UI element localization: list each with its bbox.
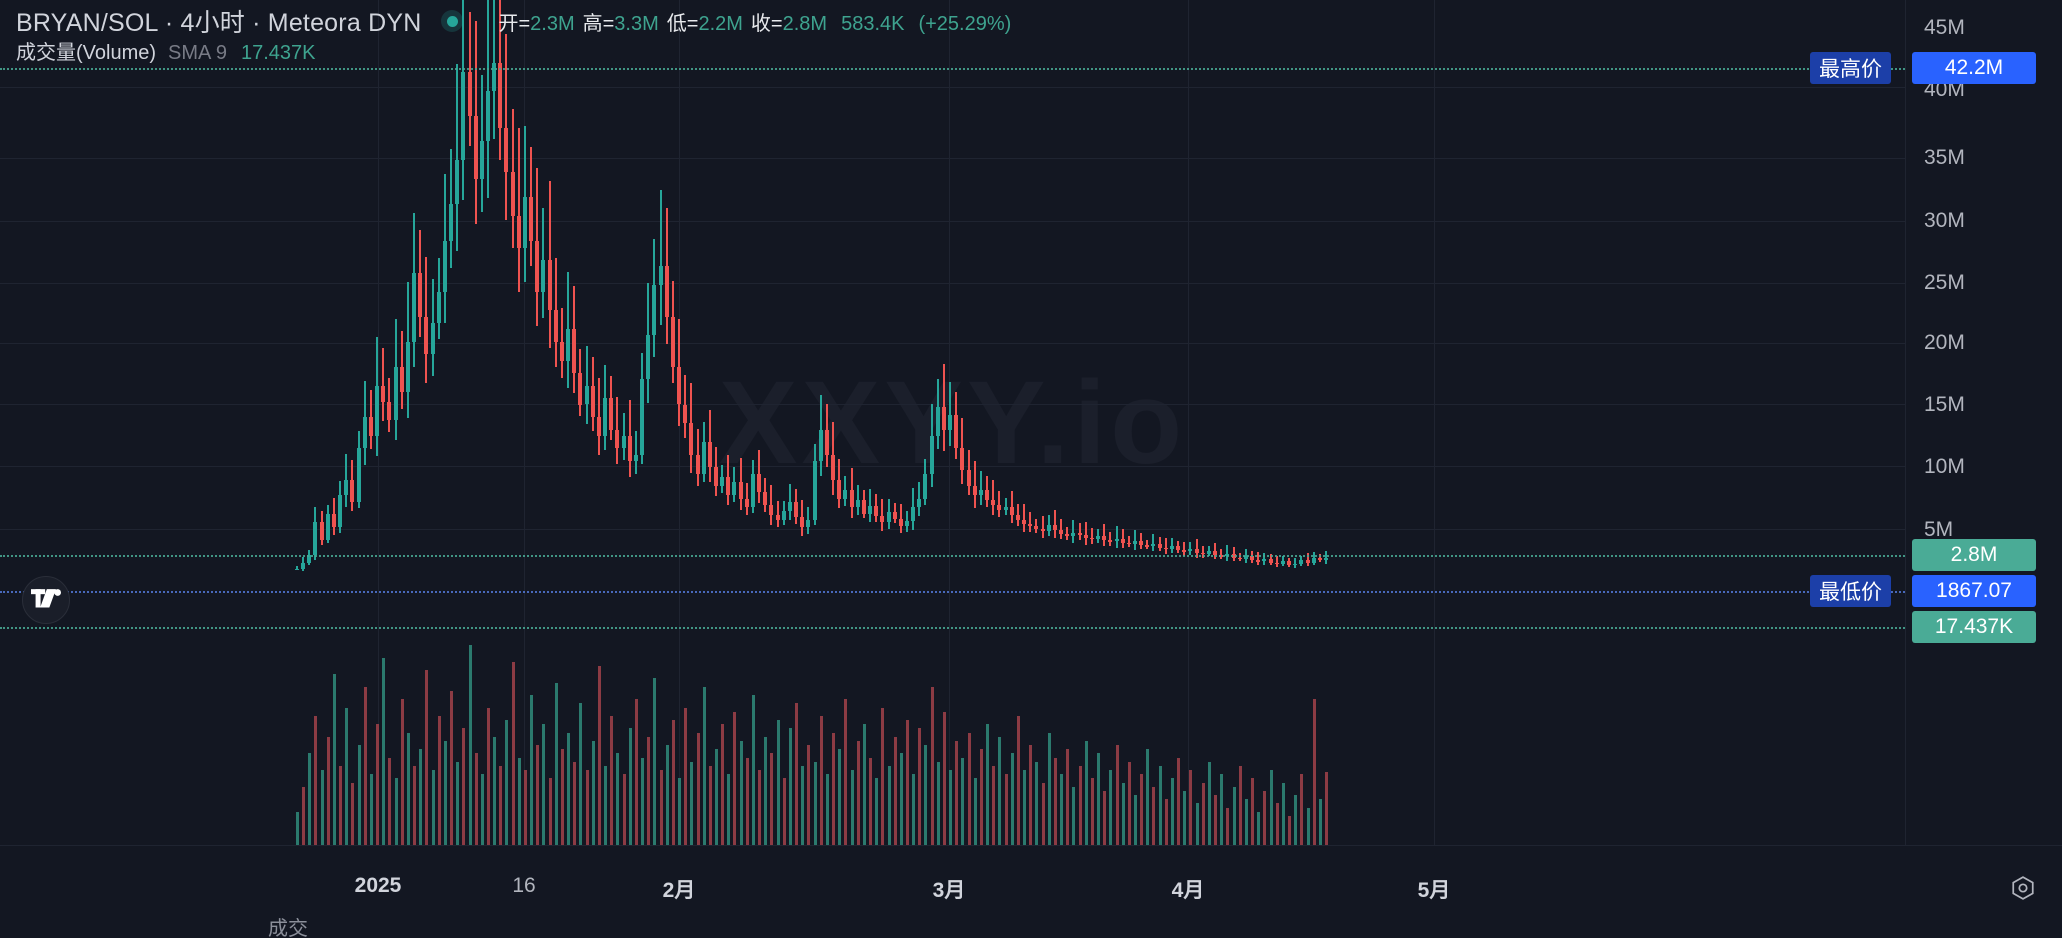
session-clock-icon[interactable]	[2010, 875, 2036, 901]
gridline-v	[949, 0, 950, 845]
time-tick: 16	[512, 874, 536, 897]
price-tick: 15M	[1924, 393, 1965, 416]
high-price-badge[interactable]: 42.2M	[1912, 52, 2036, 84]
time-tick: 5月	[1417, 879, 1451, 902]
gridline-h	[0, 283, 1905, 284]
volume-value-line	[0, 627, 1905, 629]
volume-value-badge[interactable]: 17.437K	[1912, 611, 2036, 643]
price-tick: 20M	[1924, 331, 1965, 354]
bottom-pane-sliver: 成交	[0, 916, 2062, 938]
bottom-pane-label: 成交	[268, 918, 308, 938]
price-tick: 5M	[1924, 518, 1954, 541]
price-tick: 45M	[1924, 16, 1965, 39]
gridline-v	[524, 0, 525, 845]
gridline-h	[0, 87, 1905, 88]
high-price-chip[interactable]: 最高价	[1810, 52, 1891, 84]
gridline-v	[1188, 0, 1189, 845]
gridline-h	[0, 529, 1905, 530]
volume-sma-line	[0, 68, 1905, 70]
price-tick: 35M	[1924, 146, 1965, 169]
volume-series	[296, 645, 1328, 845]
time-tick: 2月	[662, 879, 696, 902]
last-price-line	[0, 555, 1905, 557]
gridline-h	[0, 404, 1905, 405]
gridline-v	[679, 0, 680, 845]
gridline-h	[0, 158, 1905, 159]
price-scale[interactable]: 45M 40M 35M 30M 25M 20M 15M 10M 5M 42.2M…	[1905, 0, 2062, 845]
last-price-badge[interactable]: 2.8M	[1912, 539, 2036, 571]
time-tick: 3月	[932, 879, 966, 902]
low-price-badge[interactable]: 1867.07	[1912, 575, 2036, 607]
watermark: XXYY.io	[718, 357, 1187, 489]
gridline-v	[1434, 0, 1435, 845]
price-tick: 10M	[1924, 455, 1965, 478]
gridline-h	[0, 221, 1905, 222]
gridline-h	[0, 343, 1905, 344]
time-tick: 2025	[354, 874, 402, 897]
candlestick-series	[295, 0, 1328, 572]
price-tick: 30M	[1924, 209, 1965, 232]
gridline-v	[378, 0, 379, 845]
low-price-chip[interactable]: 最低价	[1810, 575, 1891, 607]
low-price-line	[0, 591, 1905, 593]
gridline-h	[0, 466, 1905, 467]
price-tick: 25M	[1924, 271, 1965, 294]
chart-plot-area[interactable]: XXYY.io	[0, 0, 1905, 845]
tradingview-logo-icon[interactable]	[22, 576, 70, 624]
time-tick: 4月	[1171, 879, 1205, 902]
